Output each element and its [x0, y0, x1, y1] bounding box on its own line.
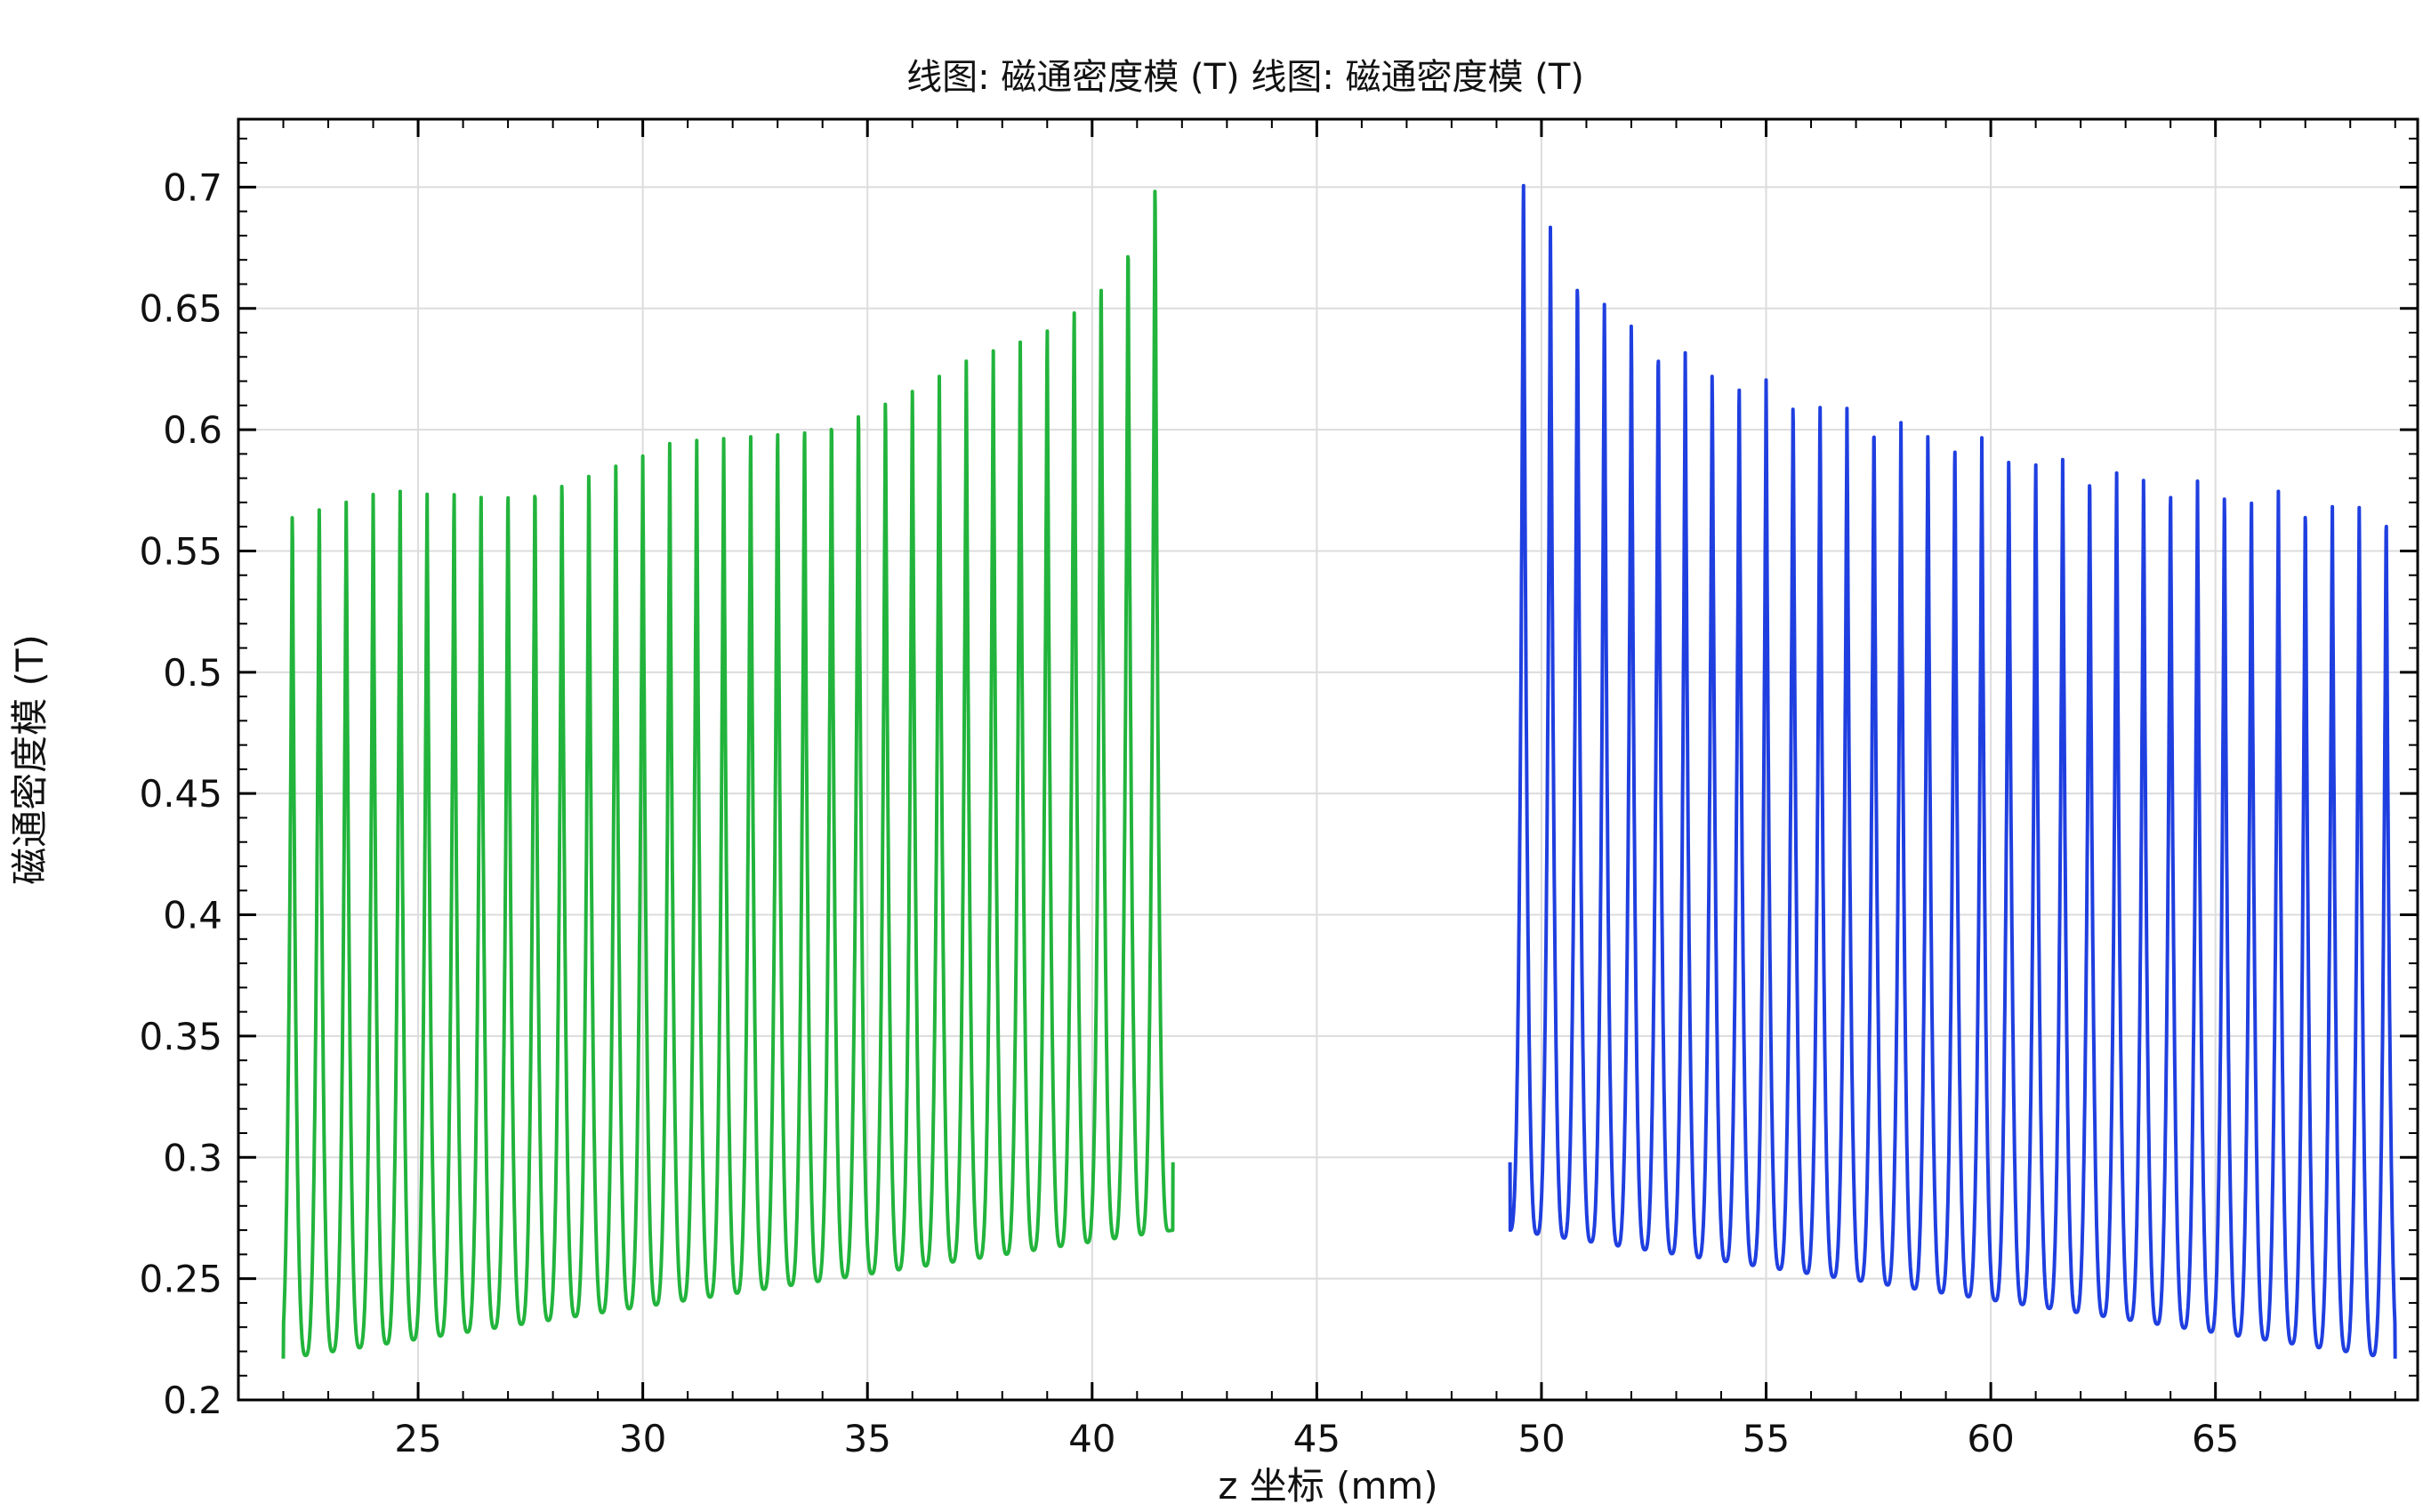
- x-tick-label: 60: [1967, 1417, 2014, 1460]
- y-tick-label: 0.6: [163, 408, 222, 452]
- y-tick-label: 0.7: [163, 165, 222, 209]
- x-tick-label: 45: [1293, 1417, 1340, 1460]
- x-tick-label: 25: [394, 1417, 441, 1460]
- y-tick-label: 0.3: [163, 1136, 222, 1179]
- x-tick-label: 30: [619, 1417, 666, 1460]
- chart-title: 线图: 磁通密度模 (T) 线图: 磁通密度模 (T): [906, 57, 1584, 98]
- y-axis-label: 磁通密度模 (T): [8, 634, 52, 885]
- y-tick-label: 0.35: [139, 1015, 222, 1058]
- x-tick-label: 65: [2192, 1417, 2239, 1460]
- y-tick-label: 0.5: [163, 651, 222, 695]
- x-tick-label: 50: [1517, 1417, 1565, 1460]
- x-tick-label: 55: [1743, 1417, 1790, 1460]
- y-tick-label: 0.45: [139, 772, 222, 816]
- y-tick-label: 0.4: [163, 894, 222, 937]
- y-tick-label: 0.2: [163, 1379, 222, 1422]
- y-tick-label: 0.65: [139, 287, 222, 331]
- x-tick-label: 40: [1068, 1417, 1115, 1460]
- x-axis-label: z 坐标 (mm): [1218, 1464, 1437, 1508]
- x-tick-label: 35: [843, 1417, 890, 1460]
- y-tick-label: 0.55: [139, 529, 222, 573]
- y-tick-label: 0.25: [139, 1258, 222, 1301]
